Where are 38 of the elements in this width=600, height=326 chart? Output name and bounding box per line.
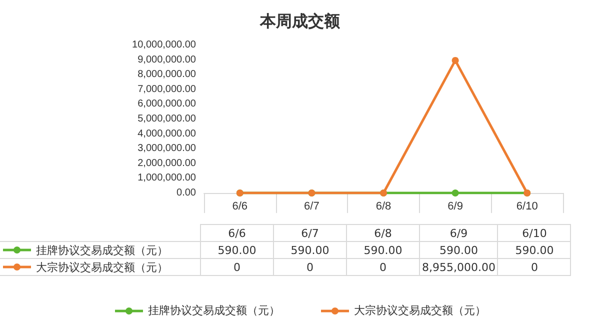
x-tick-label: 6/7 [304,200,320,212]
data-label: 0 [346,258,420,276]
y-tick-label: 4,000,000.00 [138,128,196,140]
y-tick-label: 0.00 [176,188,196,198]
data-label: 0 [274,258,346,276]
x-tick-label: 6/6 [232,200,248,212]
data-label: 590.00 [274,242,346,258]
y-tick-label: 2,000,000.00 [138,158,196,169]
y-tick-label: 6,000,000.00 [138,98,196,110]
chart-title: 本周成交额 [259,12,341,30]
data-label: 8,955,000.00 [420,258,498,276]
category-label: 6/6 [228,226,246,240]
category-label: 6/8 [374,226,392,240]
x-tick-label: 6/8 [376,200,392,212]
data-label: 590.00 [420,242,498,258]
y-tick-label: 9,000,000.00 [138,54,196,66]
legend-label: 挂牌协议交易成交额（元） [0,242,200,258]
point [452,189,459,196]
category-label: 6/7 [301,226,319,240]
category-label: 6/10 [522,226,547,240]
legend-label: 大宗协议交易成交额（元） [0,258,200,276]
y-tick-label: 8,000,000.00 [138,69,196,80]
data-label: 590.00 [200,242,274,258]
data-label: 0 [498,258,571,276]
data-label: 590.00 [498,242,571,258]
x-tick-label: 6/10 [516,200,538,212]
data-label: 590.00 [346,242,420,258]
y-tick-label: 7,000,000.00 [138,84,196,95]
y-tick-label: 10,000,000.00 [132,40,196,50]
text: 大宗协议交易成交额（元） [354,304,486,317]
y-tick-label: 3,000,000.00 [138,143,196,154]
x-tick-label: 6/9 [448,200,463,212]
y-tick-label: 1,000,000.00 [138,172,196,184]
data-label: 0 [200,258,274,276]
y-tick-label: 5,000,000.00 [138,114,196,124]
point [452,56,459,64]
text: 挂牌协议交易成交额（元） [148,304,280,317]
category-label: 6/9 [450,226,468,240]
